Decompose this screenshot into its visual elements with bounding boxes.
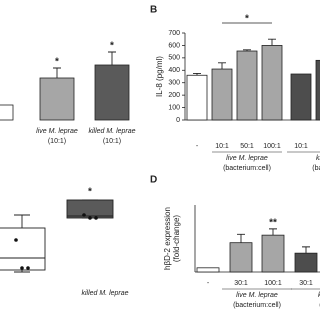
group-label: kille: [316, 155, 320, 162]
x-tick-label: killed M. leprae: [88, 128, 135, 135]
group-sublabel: (bacte: [312, 165, 320, 172]
significance-mark: **: [269, 218, 277, 229]
bar: [294, 252, 318, 273]
bar: [39, 77, 75, 121]
x-tick-label: 30:1: [234, 280, 248, 287]
y-axis-label: (fold-change): [172, 215, 181, 262]
y-tick-label: 400: [168, 67, 180, 74]
bar: [0, 104, 14, 121]
error-bar: [243, 49, 251, 52]
y-tick-label: 200: [168, 92, 180, 99]
data-point: [82, 213, 86, 217]
y-axis-label: IL-8 (pg/ml): [155, 56, 164, 97]
y-axis-label: hβD-2 expression: [163, 207, 172, 270]
y-tick-label: 300: [168, 80, 180, 87]
bar: [261, 234, 285, 273]
bar: [261, 45, 283, 121]
x-tick-label: live M. leprae: [36, 128, 78, 135]
x-tick-label: -: [196, 143, 199, 150]
y-tick-label: 700: [168, 30, 180, 37]
error-bar: [302, 246, 310, 254]
data-point: [14, 238, 18, 242]
data-point: [94, 216, 98, 220]
x-tick-label: 10:1: [294, 143, 308, 150]
y-tick-label: 600: [168, 42, 180, 49]
y-tick-label: 500: [168, 55, 180, 62]
group-label: live M. leprae: [236, 292, 278, 299]
panel-label: D: [150, 175, 157, 186]
bar: [211, 68, 233, 121]
significance-mark: *: [245, 14, 249, 25]
bar: [315, 59, 320, 121]
x-tick-label: 30:1: [299, 280, 313, 287]
error-bar: [218, 62, 226, 70]
bar: [94, 64, 130, 121]
box: [66, 199, 114, 219]
y-tick-label: 100: [168, 104, 180, 111]
group-label: killed: [318, 292, 320, 299]
x-tick-label: 50:1: [240, 143, 254, 150]
group-sublabel: (bacterium:cell): [233, 302, 281, 309]
panel-label: B: [150, 5, 157, 16]
data-point: [20, 266, 24, 270]
significance-mark: *: [110, 41, 114, 52]
bar: [290, 73, 312, 121]
significance-mark: *: [55, 57, 59, 68]
bar: [186, 74, 208, 121]
bar: [229, 242, 253, 273]
group-label: live M. leprae: [226, 155, 268, 162]
x-tick-label: killed M. leprae: [81, 290, 128, 297]
x-tick-sublabel: (10:1): [103, 138, 121, 145]
group-sublabel: (bacterium:cell): [223, 165, 271, 172]
data-point: [88, 216, 92, 220]
bar: [196, 267, 220, 273]
error-bar: [193, 72, 201, 76]
x-tick-label: 100:1: [263, 143, 281, 150]
error-bar: [53, 67, 61, 78]
box: [0, 227, 46, 271]
x-tick-label: 100:1: [264, 280, 282, 287]
error-bar: [268, 38, 276, 46]
x-tick-label: 10:1: [215, 143, 229, 150]
x-tick-label: -: [207, 280, 210, 287]
error-bar: [237, 233, 245, 243]
error-bar: [108, 51, 116, 65]
error-bar: [269, 228, 277, 236]
data-point: [26, 266, 30, 270]
bar: [236, 50, 258, 121]
y-tick-label: 0: [176, 117, 180, 124]
x-tick-sublabel: (10:1): [48, 138, 66, 145]
significance-mark: *: [88, 187, 92, 198]
